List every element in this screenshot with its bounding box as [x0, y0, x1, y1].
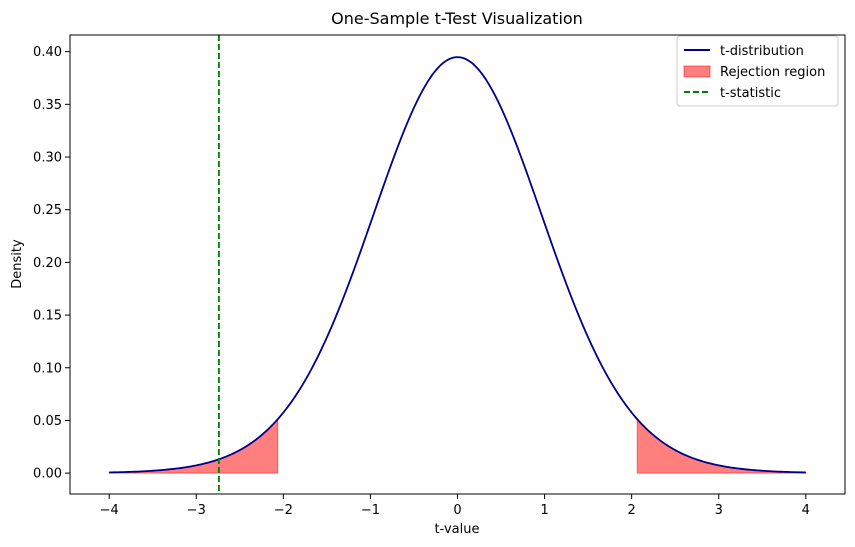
- x-tick-label: −2: [274, 503, 293, 518]
- x-tick-label: 1: [540, 503, 548, 518]
- x-tick-label: −3: [187, 503, 206, 518]
- y-tick-label: 0.15: [33, 309, 62, 324]
- x-tick-label: −4: [100, 503, 119, 518]
- y-tick-label: 0.30: [33, 151, 62, 166]
- x-axis-label: t-value: [435, 522, 480, 537]
- y-axis-label: Density: [10, 239, 25, 289]
- curve-layer: [109, 56, 806, 474]
- x-tick-label: 0: [453, 503, 461, 518]
- x-tick-label: 4: [802, 503, 810, 518]
- legend-frame: [676, 35, 839, 107]
- y-tick-label: 0.40: [33, 45, 62, 60]
- x-tick-label: 2: [628, 503, 636, 518]
- legend-label-t-distribution: t-distribution: [720, 44, 804, 59]
- legend-label-t-statistic: t-statistic: [720, 86, 781, 101]
- y-tick-label: 0.00: [33, 467, 62, 482]
- t-distribution-line: [109, 56, 806, 474]
- y-axis: 0.00 0.05 0.10 0.15 0.20 0.25 0.30 0.35 0.40: [33, 45, 70, 482]
- x-tick-label: 3: [715, 503, 723, 518]
- y-tick-label: 0.10: [33, 361, 62, 376]
- legend-label-rejection-region: Rejection region: [720, 65, 825, 80]
- y-tick-label: 0.35: [33, 98, 62, 113]
- y-tick-label: 0.25: [33, 203, 62, 218]
- x-tick-label: −1: [361, 503, 380, 518]
- chart-title: One-Sample t-Test Visualization: [331, 9, 583, 28]
- y-tick-label: 0.20: [33, 256, 62, 271]
- legend-swatch-rejection-region: [683, 65, 711, 78]
- x-axis: −4 −3 −2 −1 0 1 2 3 4: [100, 494, 810, 518]
- y-tick-label: 0.05: [33, 414, 62, 429]
- legend: t-distribution Rejection region t-statis…: [676, 35, 839, 107]
